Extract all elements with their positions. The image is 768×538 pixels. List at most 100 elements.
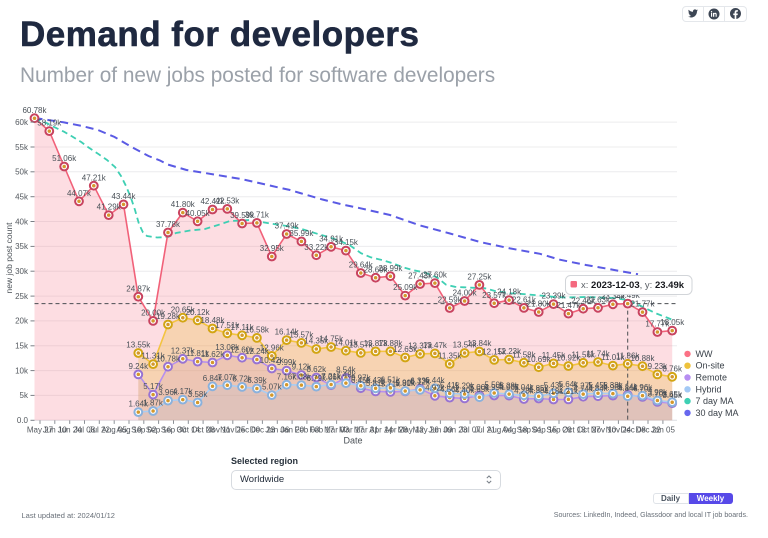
- svg-text:24.00k: 24.00k: [453, 289, 478, 298]
- svg-text:3.58k: 3.58k: [188, 390, 209, 399]
- svg-text:Remote: Remote: [696, 373, 728, 383]
- svg-text:4.70k: 4.70k: [633, 385, 654, 394]
- svg-text:Mar 03: Mar 03: [324, 426, 349, 435]
- svg-text:23.49k: 23.49k: [616, 291, 641, 300]
- svg-text:5.04k: 5.04k: [514, 383, 535, 392]
- svg-text:10.92k: 10.92k: [556, 354, 581, 363]
- svg-text:16.58k: 16.58k: [245, 326, 270, 335]
- svg-text:4.40k: 4.40k: [455, 386, 476, 395]
- svg-text:7.07k: 7.07k: [218, 373, 239, 382]
- svg-text:11.35k: 11.35k: [438, 352, 462, 361]
- svg-text:11.58k: 11.58k: [512, 350, 536, 359]
- svg-text:Jun 23: Jun 23: [443, 426, 468, 435]
- svg-text:7.21k: 7.21k: [321, 372, 342, 381]
- svg-text:5.71k: 5.71k: [381, 380, 402, 389]
- svg-text:20.12k: 20.12k: [186, 308, 211, 317]
- svg-text:27.60k: 27.60k: [423, 271, 448, 280]
- svg-text:Nov 25: Nov 25: [220, 426, 246, 435]
- svg-text:6.97k: 6.97k: [351, 373, 372, 382]
- svg-text:18.05k: 18.05k: [660, 318, 685, 327]
- svg-text:40k: 40k: [15, 217, 29, 226]
- svg-text:30k: 30k: [15, 267, 29, 276]
- svg-text:42.53k: 42.53k: [215, 197, 240, 206]
- svg-text:Sep 29: Sep 29: [546, 426, 572, 435]
- svg-text:40.05k: 40.05k: [186, 209, 211, 218]
- svg-text:3.96k: 3.96k: [158, 388, 179, 397]
- svg-text:11.45k: 11.45k: [542, 351, 566, 360]
- svg-text:1.64k: 1.64k: [129, 400, 150, 409]
- svg-text:47.21k: 47.21k: [82, 173, 107, 182]
- svg-text:22.46k: 22.46k: [571, 296, 596, 305]
- svg-text:5k: 5k: [20, 391, 29, 400]
- svg-text:6.45k: 6.45k: [351, 376, 372, 385]
- svg-text:Jul 21: Jul 21: [474, 426, 496, 435]
- svg-text:5.41k: 5.41k: [440, 381, 461, 390]
- svg-text:Sep 01: Sep 01: [517, 426, 543, 435]
- svg-text:32.95k: 32.95k: [260, 244, 285, 253]
- svg-text:1.87k: 1.87k: [143, 399, 164, 408]
- svg-text:Aug 04: Aug 04: [487, 426, 513, 435]
- svg-text:4.92k: 4.92k: [425, 383, 446, 392]
- svg-text:9.23k: 9.23k: [648, 362, 669, 371]
- svg-text:5.07k: 5.07k: [262, 383, 283, 392]
- svg-text:4.28k: 4.28k: [514, 387, 535, 396]
- svg-text:On-site: On-site: [696, 361, 725, 371]
- svg-text:5.81k: 5.81k: [395, 379, 416, 388]
- svg-text:Hybrid: Hybrid: [696, 384, 722, 394]
- svg-text:5.17k: 5.17k: [143, 382, 164, 391]
- svg-text:22.63k: 22.63k: [586, 295, 611, 304]
- svg-text:4.38k: 4.38k: [529, 386, 550, 395]
- svg-text:12.23k: 12.23k: [497, 347, 522, 356]
- svg-text:Oct 28: Oct 28: [191, 426, 215, 435]
- svg-text:12.15k: 12.15k: [482, 348, 507, 357]
- svg-text:5.43k: 5.43k: [544, 381, 565, 390]
- svg-text:5.00k: 5.00k: [470, 383, 491, 392]
- svg-text:Nov 11: Nov 11: [206, 426, 231, 435]
- svg-text:5.81k: 5.81k: [366, 379, 387, 388]
- svg-text:13.47k: 13.47k: [423, 341, 448, 350]
- svg-text:Mar 31: Mar 31: [354, 426, 379, 435]
- svg-text:11.56k: 11.56k: [571, 350, 595, 359]
- svg-text:11.31k: 11.31k: [141, 352, 165, 361]
- svg-text:Jul 08: Jul 08: [74, 426, 96, 435]
- svg-text:19.28k: 19.28k: [156, 312, 181, 321]
- svg-text:3.45k: 3.45k: [662, 391, 683, 400]
- svg-text:10k: 10k: [15, 366, 29, 375]
- svg-text:7.16k: 7.16k: [277, 372, 298, 381]
- svg-text:new job post count: new job post count: [4, 222, 14, 294]
- svg-text:24.87k: 24.87k: [126, 284, 151, 293]
- svg-text:Mar 17: Mar 17: [339, 426, 364, 435]
- svg-text:10.88k: 10.88k: [630, 354, 655, 363]
- svg-text:Oct 14: Oct 14: [177, 426, 201, 435]
- svg-text:60.78k: 60.78k: [22, 106, 47, 115]
- svg-text:12.96k: 12.96k: [260, 344, 285, 353]
- svg-text:5.90k: 5.90k: [395, 379, 416, 388]
- svg-text:Apr 28: Apr 28: [384, 426, 408, 435]
- svg-text:23.57k: 23.57k: [482, 291, 507, 300]
- svg-text:4.96k: 4.96k: [499, 383, 520, 392]
- svg-text:22.59k: 22.59k: [438, 296, 463, 305]
- svg-text:39.59k: 39.59k: [230, 211, 255, 220]
- svg-text:8.62k: 8.62k: [307, 365, 328, 374]
- svg-text:7.48k: 7.48k: [336, 371, 357, 380]
- svg-text:Jan 20: Jan 20: [280, 426, 305, 435]
- svg-text:13.08k: 13.08k: [215, 343, 240, 352]
- svg-text:4.85k: 4.85k: [529, 384, 550, 393]
- svg-text:6.79k: 6.79k: [307, 374, 328, 383]
- svg-text:Dec 09: Dec 09: [235, 426, 261, 435]
- svg-text:Aug 18: Aug 18: [502, 426, 528, 435]
- svg-text:35k: 35k: [15, 242, 29, 251]
- svg-text:7 day MA: 7 day MA: [696, 396, 734, 406]
- svg-text:Jan 06: Jan 06: [265, 426, 290, 435]
- svg-text:4.84k: 4.84k: [618, 384, 639, 393]
- svg-text:10.78k: 10.78k: [156, 354, 181, 363]
- svg-text:Date: Date: [343, 436, 362, 446]
- svg-text:Feb 17: Feb 17: [309, 426, 334, 435]
- svg-text:Dec 23: Dec 23: [250, 426, 276, 435]
- svg-text:30 day MA: 30 day MA: [696, 408, 739, 418]
- svg-text:29.64k: 29.64k: [349, 261, 374, 270]
- svg-text:20.65k: 20.65k: [171, 305, 196, 314]
- svg-text:5.64k: 5.64k: [559, 380, 580, 389]
- svg-text:55k: 55k: [15, 143, 29, 152]
- svg-text:13.54k: 13.54k: [453, 341, 478, 350]
